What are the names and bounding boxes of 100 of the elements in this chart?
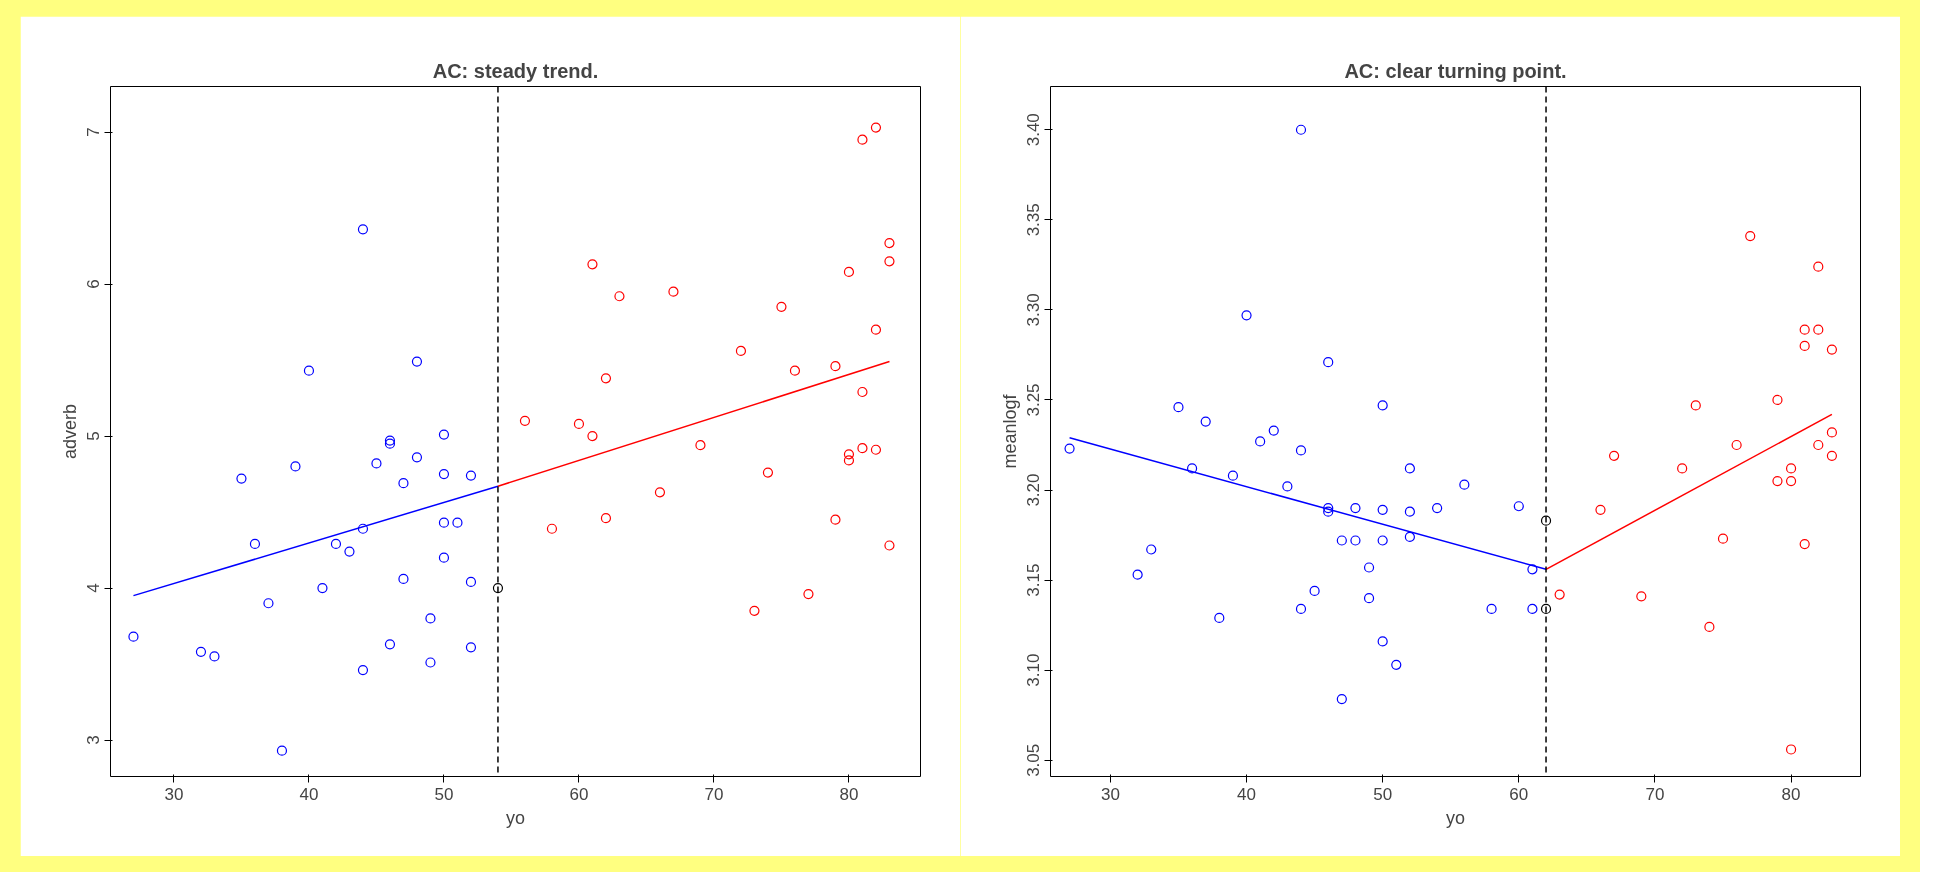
point: [1132, 569, 1143, 580]
point: [1377, 535, 1388, 546]
point: [1813, 261, 1824, 272]
point: [1826, 427, 1838, 438]
x-tick-label: 80: [1781, 784, 1801, 804]
point: [1677, 463, 1688, 474]
point: [1731, 439, 1742, 451]
y-tick-label: 3.40: [1024, 113, 1044, 147]
point: [1309, 585, 1320, 597]
point: [762, 467, 774, 478]
point: [884, 237, 895, 249]
point: [1799, 324, 1810, 335]
point: [465, 576, 477, 588]
point: [843, 449, 855, 460]
point: [776, 301, 787, 312]
point: [1323, 502, 1334, 514]
point: [317, 582, 328, 594]
point: [789, 365, 801, 376]
point: [587, 430, 598, 442]
point: [195, 646, 207, 657]
x-tick-label: 70: [704, 784, 724, 804]
point: [438, 429, 450, 440]
point: [1785, 475, 1797, 487]
point: [128, 631, 139, 642]
point: [1704, 621, 1715, 633]
point: [1186, 463, 1198, 474]
x-tick-label: 50: [1373, 784, 1393, 804]
point: [1717, 533, 1729, 544]
point: [1363, 562, 1375, 573]
point: [398, 478, 409, 489]
point: [438, 552, 450, 563]
point: [1336, 693, 1347, 705]
point: [1404, 463, 1415, 474]
point: [803, 589, 814, 600]
point: [1813, 324, 1824, 335]
point: [1799, 340, 1810, 352]
point: [1295, 124, 1307, 135]
point: [209, 651, 220, 662]
point: [249, 538, 261, 550]
point: [236, 473, 247, 484]
y-tick-label: 7: [84, 127, 104, 137]
point: [1636, 591, 1647, 602]
point: [857, 386, 868, 398]
point: [1350, 502, 1361, 514]
point: [357, 224, 369, 235]
point: [1214, 612, 1225, 624]
point: [452, 517, 463, 528]
y-tick-label: 3.30: [1024, 293, 1044, 327]
point: [1268, 425, 1279, 436]
point: [1200, 416, 1211, 427]
point: [1527, 564, 1538, 575]
point: [465, 642, 477, 653]
point: [735, 345, 747, 357]
point: [1377, 504, 1388, 515]
point: [1377, 636, 1388, 647]
point: [1772, 394, 1783, 406]
point: [1323, 357, 1334, 368]
point: [1609, 450, 1620, 461]
point: [1391, 659, 1402, 670]
point: [1255, 436, 1266, 447]
point: [884, 256, 895, 267]
point: [1595, 504, 1606, 515]
point: [1826, 344, 1838, 355]
point: [1459, 479, 1470, 490]
y-tick-label: 3.10: [1024, 653, 1044, 687]
y-tick-label: 3.05: [1024, 743, 1044, 777]
point: [438, 468, 450, 480]
point: [303, 365, 315, 376]
point: [357, 523, 369, 534]
y-axis-title: adverb: [59, 403, 80, 460]
point: [1690, 400, 1701, 411]
point: [1554, 589, 1565, 600]
x-tick-label: 30: [164, 784, 184, 804]
point: [1282, 481, 1293, 492]
point: [668, 286, 679, 297]
point: [1336, 535, 1347, 546]
point: [492, 582, 504, 594]
point: [843, 266, 855, 278]
point: [519, 415, 531, 426]
point: [438, 517, 450, 528]
point: [1146, 544, 1157, 555]
y-tick-label: 4: [84, 583, 104, 593]
point: [573, 418, 585, 429]
point: [830, 361, 841, 372]
point: [1432, 502, 1443, 514]
point: [330, 538, 342, 550]
point: [411, 452, 423, 463]
point: [749, 605, 760, 616]
point: [1404, 506, 1415, 517]
point: [843, 455, 855, 466]
point: [425, 613, 436, 624]
point: [357, 665, 369, 676]
x-axis-title: yo: [505, 807, 526, 828]
point: [587, 259, 598, 270]
point: [290, 461, 301, 472]
point: [371, 458, 382, 469]
point: [1540, 515, 1552, 526]
point: [1350, 535, 1361, 546]
point: [1785, 463, 1797, 474]
x-tick-label: 80: [839, 784, 859, 804]
